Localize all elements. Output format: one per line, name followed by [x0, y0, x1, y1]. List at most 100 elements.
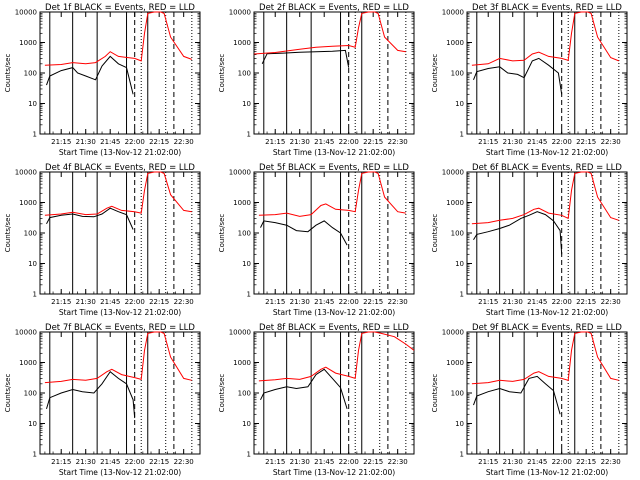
- lld-series-line: [471, 171, 619, 225]
- lld-series-line: [44, 11, 192, 66]
- x-tick-label: 22:00: [125, 138, 145, 146]
- x-tick-label: 22:00: [339, 458, 359, 466]
- x-axis-label: Start Time (13-Nov-12 21:02:00): [486, 148, 608, 157]
- y-axis-label: Counts/sec: [4, 54, 12, 93]
- x-tick-label: 22:30: [174, 458, 194, 466]
- panel-title: Det 3f BLACK = Events, RED = LLD: [472, 3, 622, 13]
- x-tick-label: 21:45: [100, 458, 120, 466]
- x-tick-label: 21:15: [51, 458, 71, 466]
- x-tick-label: 21:15: [51, 138, 71, 146]
- x-axis-label: Start Time (13-Nov-12 21:02:00): [59, 308, 181, 317]
- y-tick-label: 10000: [442, 329, 464, 337]
- y-tick-label: 10: [242, 100, 251, 108]
- events-series-line: [46, 370, 136, 419]
- events-series-line: [46, 55, 134, 95]
- x-tick-label: 22:30: [601, 298, 621, 306]
- x-tick-label: 21:30: [503, 138, 523, 146]
- x-tick-label: 22:15: [149, 458, 169, 466]
- x-tick-label: 22:30: [601, 138, 621, 146]
- y-axis-label: Counts/sec: [4, 374, 12, 413]
- x-tick-label: 22:15: [149, 138, 169, 146]
- x-tick-label: 21:15: [265, 298, 285, 306]
- x-tick-label: 22:15: [363, 138, 383, 146]
- y-tick-label: 1: [460, 451, 464, 459]
- lld-series-line: [258, 171, 406, 217]
- y-tick-label: 1000: [19, 199, 37, 207]
- x-tick-label: 22:15: [576, 458, 596, 466]
- plot-frame: [466, 331, 628, 455]
- y-tick-label: 10000: [229, 329, 251, 337]
- x-tick-label: 21:30: [76, 138, 96, 146]
- lld-series-line: [253, 11, 406, 55]
- y-tick-label: 1: [33, 291, 37, 299]
- x-tick-label: 21:15: [478, 138, 498, 146]
- y-tick-label: 100: [238, 390, 251, 398]
- y-tick-label: 100: [451, 230, 464, 238]
- x-tick-label: 22:15: [363, 458, 383, 466]
- y-tick-label: 100: [238, 230, 251, 238]
- y-axis-label: Counts/sec: [431, 374, 439, 413]
- plot-frame: [253, 11, 415, 135]
- x-tick-label: 21:15: [478, 298, 498, 306]
- x-tick-label: 22:15: [149, 298, 169, 306]
- x-tick-label: 22:15: [576, 298, 596, 306]
- detector-panel-8: Det 8f BLACK = Events, RED = LLD Counts/s…: [218, 323, 415, 477]
- detector-panel-1: Det 1f BLACK = Events, RED = LLD Counts/s…: [4, 3, 201, 157]
- lld-series-line: [44, 171, 192, 216]
- x-tick-label: 21:45: [314, 138, 334, 146]
- lld-series-line: [44, 331, 192, 384]
- plot-frame: [39, 171, 201, 295]
- plot-frame: [466, 11, 628, 135]
- x-tick-label: 21:45: [314, 298, 334, 306]
- x-axis-label: Start Time (13-Nov-12 21:02:00): [273, 468, 395, 477]
- x-tick-label: 22:30: [174, 298, 194, 306]
- y-tick-label: 100: [24, 390, 37, 398]
- y-tick-label: 1: [247, 131, 251, 139]
- y-tick-label: 1: [460, 131, 464, 139]
- plot-frame: [253, 171, 415, 295]
- x-tick-label: 21:15: [51, 298, 71, 306]
- x-axis-label: Start Time (13-Nov-12 21:02:00): [273, 308, 395, 317]
- x-tick-label: 22:15: [576, 138, 596, 146]
- x-tick-label: 21:30: [290, 138, 310, 146]
- x-tick-label: 21:45: [527, 138, 547, 146]
- panel-title: Det 8f BLACK = Events, RED = LLD: [259, 323, 409, 333]
- x-tick-label: 21:15: [265, 458, 285, 466]
- x-tick-label: 22:30: [388, 298, 408, 306]
- x-tick-label: 22:00: [552, 138, 572, 146]
- x-tick-label: 21:30: [76, 458, 96, 466]
- y-tick-label: 1: [460, 291, 464, 299]
- y-tick-label: 10000: [15, 169, 37, 177]
- detector-panel-3: Det 3f BLACK = Events, RED = LLD Counts/s…: [431, 3, 628, 157]
- panel-title: Det 7f BLACK = Events, RED = LLD: [45, 323, 195, 333]
- y-axis-label: Counts/sec: [431, 54, 439, 93]
- x-axis-label: Start Time (13-Nov-12 21:02:00): [59, 148, 181, 157]
- y-tick-label: 1000: [19, 359, 37, 367]
- plot-frame: [39, 331, 201, 455]
- lld-series-line: [471, 331, 619, 385]
- y-axis-label: Counts/sec: [218, 54, 226, 93]
- y-tick-label: 10: [455, 260, 464, 268]
- detector-panel-2: Det 2f BLACK = Events, RED = LLD Counts/s…: [218, 3, 415, 157]
- x-tick-label: 21:45: [314, 458, 334, 466]
- x-tick-label: 22:00: [125, 298, 145, 306]
- lld-series-line: [471, 11, 619, 66]
- x-axis-label: Start Time (13-Nov-12 21:02:00): [273, 148, 395, 157]
- x-axis-label: Start Time (13-Nov-12 21:02:00): [486, 468, 608, 477]
- y-tick-label: 1000: [446, 199, 464, 207]
- x-tick-label: 22:00: [552, 298, 572, 306]
- y-tick-label: 10000: [442, 169, 464, 177]
- y-axis-label: Counts/sec: [218, 214, 226, 253]
- y-tick-label: 100: [238, 70, 251, 78]
- x-tick-label: 22:15: [363, 298, 383, 306]
- y-tick-label: 100: [451, 70, 464, 78]
- panel-title: Det 1f BLACK = Events, RED = LLD: [45, 3, 195, 13]
- y-tick-label: 10000: [15, 329, 37, 337]
- x-axis-label: Start Time (13-Nov-12 21:02:00): [59, 468, 181, 477]
- x-tick-label: 22:30: [388, 458, 408, 466]
- detector-panel-9: Det 9f BLACK = Events, RED = LLD Counts/s…: [431, 323, 628, 477]
- y-tick-label: 1000: [233, 359, 251, 367]
- y-tick-label: 10000: [15, 9, 37, 17]
- y-tick-label: 10000: [442, 9, 464, 17]
